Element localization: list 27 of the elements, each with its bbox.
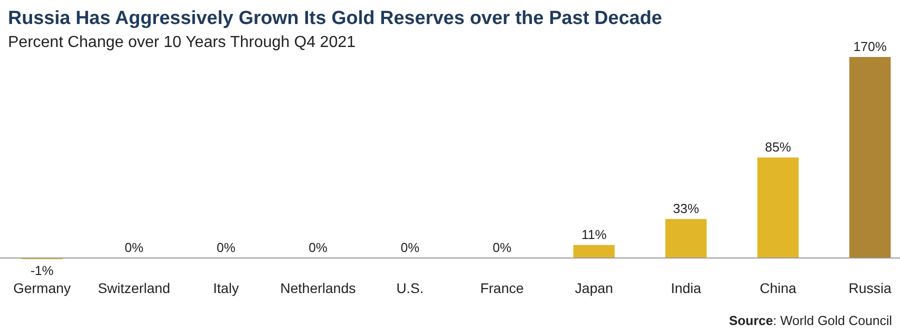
x-tick-label: Netherlands — [280, 280, 356, 296]
bar — [665, 218, 707, 258]
data-label: 170% — [853, 39, 888, 54]
x-tick-label: Germany — [13, 280, 71, 296]
x-tick-label: U.S. — [396, 280, 424, 296]
data-label: 0% — [124, 240, 144, 255]
source-note: Source: World Gold Council — [728, 313, 892, 328]
data-label: -1% — [30, 263, 54, 278]
chart-subtitle: Percent Change over 10 Years Through Q4 2021 — [8, 34, 356, 51]
x-tick-label: Russia — [848, 280, 892, 296]
bar — [757, 158, 799, 258]
chart-title: Russia Has Aggressively Grown Its Gold Reserves over the Past Decade — [8, 8, 662, 29]
x-tick-label: France — [480, 280, 524, 296]
data-label: 11% — [581, 226, 607, 242]
x-tick-label: India — [670, 280, 702, 296]
x-tick-label: Italy — [213, 280, 239, 296]
data-label: 85% — [764, 140, 792, 154]
data-label: 0% — [492, 240, 512, 255]
data-label: 0% — [308, 240, 328, 255]
data-label: 0% — [216, 240, 236, 255]
bar — [573, 244, 615, 258]
bar — [849, 57, 891, 258]
data-label: 0% — [400, 240, 420, 255]
data-label: 33% — [672, 200, 700, 216]
x-tick-label: China — [760, 280, 796, 296]
x-tick-label: Japan — [574, 280, 614, 296]
x-tick-label: Switzerland — [98, 280, 170, 296]
